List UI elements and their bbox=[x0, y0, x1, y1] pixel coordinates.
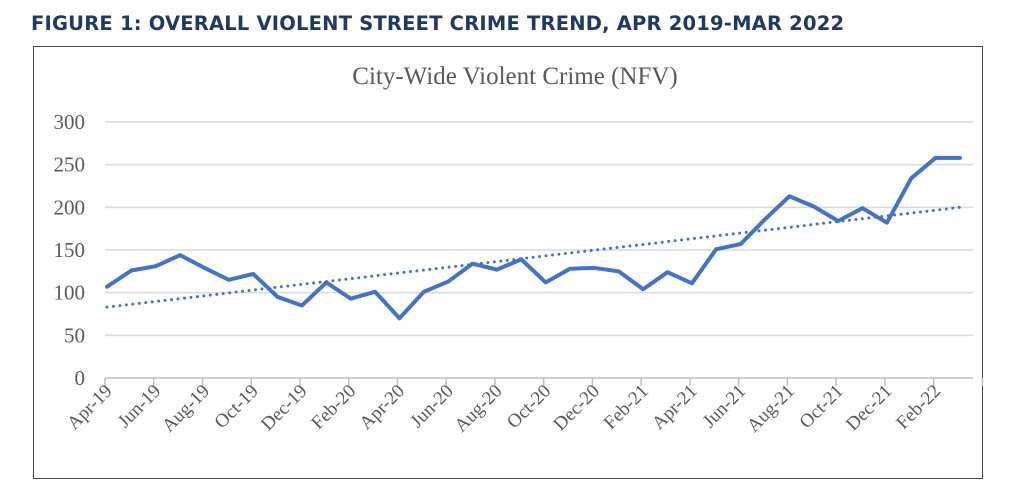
y-tick-label: 300 bbox=[54, 110, 86, 134]
x-tick-label: Feb-22 bbox=[892, 381, 945, 434]
x-tick-label: Apr-19 bbox=[63, 381, 116, 434]
series-line bbox=[105, 155, 962, 321]
x-tick-label: Apr-21 bbox=[648, 381, 701, 434]
y-tick-label: 250 bbox=[54, 153, 86, 177]
x-tick-label: Oct-21 bbox=[796, 381, 848, 433]
x-tick-label: Aug-21 bbox=[743, 381, 799, 437]
x-tick-label: Jun-20 bbox=[406, 381, 457, 432]
x-tick-label: Aug-20 bbox=[451, 381, 507, 437]
chart-title: City-Wide Violent Crime (NFV) bbox=[352, 63, 677, 90]
x-tick-label: Dec-20 bbox=[550, 381, 604, 435]
trendline bbox=[105, 205, 962, 309]
figure-title: FIGURE 1: OVERALL VIOLENT STREET CRIME T… bbox=[31, 12, 845, 35]
x-tick-label: Feb-21 bbox=[600, 381, 653, 434]
y-tick-label: 150 bbox=[54, 238, 86, 262]
x-tick-label: Feb-20 bbox=[307, 381, 360, 434]
x-tick-label: Oct-19 bbox=[211, 381, 263, 433]
x-tick-label: Dec-19 bbox=[257, 381, 311, 435]
y-tick-label: 200 bbox=[54, 195, 86, 219]
x-tick-label: Apr-20 bbox=[356, 381, 409, 434]
x-tick-label: Jun-21 bbox=[699, 381, 750, 432]
y-tick-label: 100 bbox=[54, 281, 86, 305]
y-tick-label: 0 bbox=[75, 366, 86, 390]
y-tick-label: 50 bbox=[64, 323, 85, 347]
chart-frame bbox=[33, 46, 983, 479]
x-tick-label: Oct-20 bbox=[503, 381, 555, 433]
x-tick-label: Dec-21 bbox=[842, 381, 896, 435]
x-tick-label: Aug-19 bbox=[158, 381, 214, 437]
x-tick-label: Jun-19 bbox=[114, 381, 165, 432]
